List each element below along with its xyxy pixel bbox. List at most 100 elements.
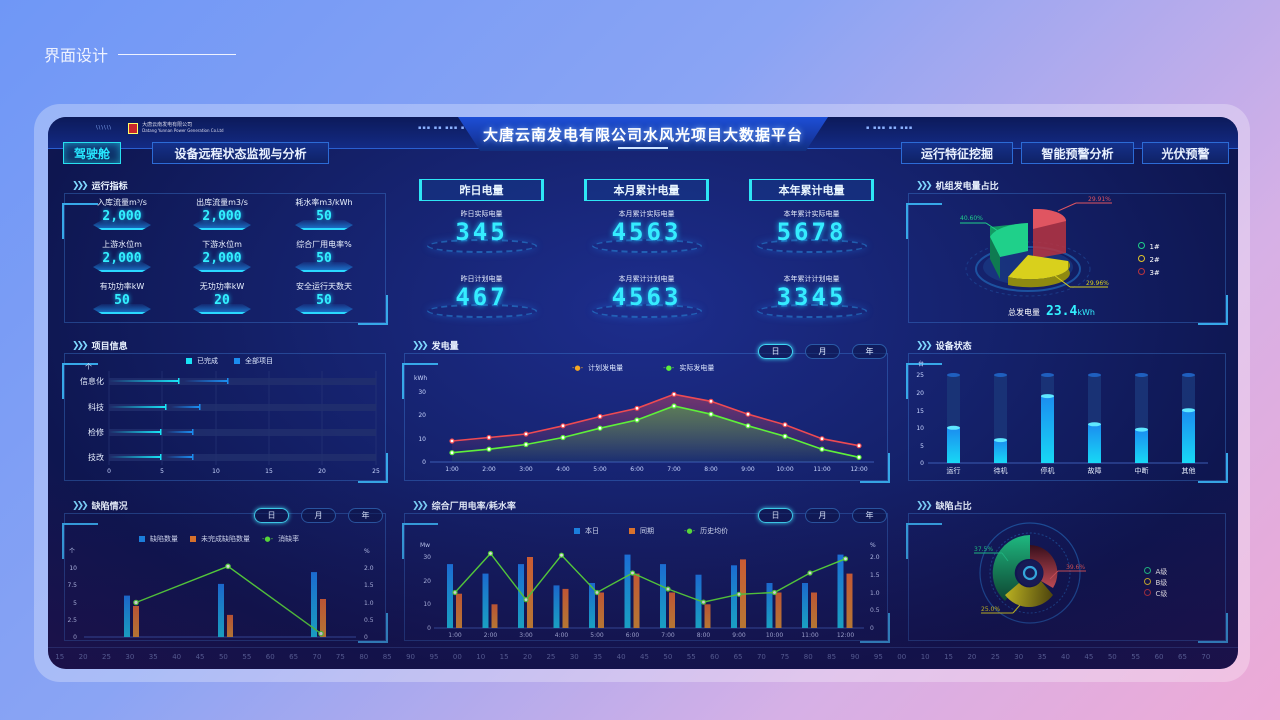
page-label: 界面设计 bbox=[44, 42, 237, 66]
svg-text:1:00: 1:00 bbox=[448, 632, 462, 639]
legend-item-3: 3# bbox=[1138, 267, 1160, 280]
svg-text:1.0: 1.0 bbox=[364, 600, 374, 607]
kpi-label: 本月累计实际电量 bbox=[618, 210, 675, 218]
svg-text:1:00: 1:00 bbox=[445, 466, 459, 473]
corner-decoration bbox=[62, 523, 98, 559]
metric-pedestal bbox=[93, 220, 151, 230]
period-year-button[interactable]: 年 bbox=[348, 508, 383, 523]
nav-smart-warning-button[interactable]: 智能预警分析 bbox=[1021, 142, 1134, 164]
svg-text:12:00: 12:00 bbox=[837, 632, 854, 639]
nav-pv-warning-button[interactable]: 光伏预警 bbox=[1142, 142, 1229, 164]
kpi-month-plan: 本月累计计划电量 4563 bbox=[584, 274, 709, 318]
metric-outflow: 出库流量m3/s 2,000 bbox=[187, 197, 257, 230]
svg-text:检修: 检修 bbox=[88, 427, 104, 437]
svg-text:10:00: 10:00 bbox=[776, 466, 793, 473]
panel-title-text: 缺陷情况 bbox=[91, 502, 128, 512]
defects-panel: ❯❯❯ 缺陷情况 日 月 年 缺陷数量 未完成缺陷数量 -●- 消缺率 个 % 10… bbox=[62, 501, 388, 643]
kpi-yesterday-actual: 昨日实际电量 345 bbox=[419, 209, 544, 253]
svg-text:2.5: 2.5 bbox=[67, 617, 77, 624]
period-year-button[interactable]: 年 bbox=[852, 344, 887, 359]
kpi-year-plan: 本年累计计划电量 3345 bbox=[749, 274, 874, 318]
legend-item-actual: -●- 实际发电量 bbox=[663, 363, 714, 373]
equipment-status-bar-chart: 台 25 20 15 10 5 0 bbox=[916, 360, 1208, 475]
ruler-tick-label: 95 bbox=[873, 653, 883, 661]
metric-label: 综合厂用电率% bbox=[296, 240, 352, 249]
nav-remote-monitoring-label: 设备远程状态监视与分析 bbox=[174, 146, 307, 161]
panel-border bbox=[64, 193, 386, 323]
svg-text:30: 30 bbox=[423, 554, 431, 561]
legend-ring-icon bbox=[1144, 578, 1151, 585]
usage-rate-panel: ❯❯❯ 综合厂用电率/耗水率 日 月 年 本日 同期 -●- 历史均价 Mw % 3… bbox=[402, 501, 890, 643]
svg-text:20: 20 bbox=[423, 578, 431, 585]
ruler-tick-label: 10 bbox=[476, 653, 486, 661]
ruler-tick-label: 40 bbox=[616, 653, 626, 661]
kpi-header-text: 昨日电量 bbox=[459, 184, 504, 197]
nav-cockpit-button[interactable]: 驾驶舱 bbox=[63, 142, 121, 164]
metric-label: 下游水位m bbox=[202, 240, 242, 249]
nav-feature-mining-button[interactable]: 运行特征挖掘 bbox=[901, 142, 1013, 164]
svg-text:台: 台 bbox=[918, 360, 924, 368]
metric-pedestal bbox=[93, 262, 151, 272]
svg-text:7.5: 7.5 bbox=[67, 582, 77, 589]
dashboard-screen: 大唐云南发电有限公司水风光项目大数据平台 \\\\\\ 大唐云南发电有限公司 D… bbox=[48, 117, 1238, 669]
chevrons-icon: ❯❯❯ bbox=[72, 340, 89, 351]
period-day-button[interactable]: 日 bbox=[758, 344, 793, 359]
legend-item-today: 本日 bbox=[574, 526, 599, 536]
legend-ring-icon bbox=[1144, 567, 1151, 574]
usage-legend: 本日 同期 -●- 历史均价 bbox=[574, 526, 728, 536]
svg-text:停机: 停机 bbox=[1041, 466, 1055, 475]
metric-label: 入库流量m³/s bbox=[97, 198, 147, 207]
panel-title: ❯❯❯ 缺陷占比 bbox=[916, 499, 972, 513]
legend-label: 本日 bbox=[585, 527, 599, 535]
ruler-tick-label: 20 bbox=[967, 653, 977, 661]
chevrons-icon: ❯❯❯ bbox=[72, 180, 89, 191]
usage-period-toggle: 日 月 年 bbox=[758, 508, 887, 523]
ruler-tick-label: 85 bbox=[382, 653, 392, 661]
legend-line-icon: -●- bbox=[572, 364, 584, 372]
chevrons-icon: ❯❯❯ bbox=[916, 500, 933, 511]
ruler-tick-label: 15 bbox=[55, 653, 65, 661]
legend-item-elimination-rate: -●- 消缺率 bbox=[262, 534, 299, 544]
svg-text:25: 25 bbox=[916, 372, 924, 379]
legend-ring-icon bbox=[1138, 255, 1145, 262]
svg-text:科技: 科技 bbox=[88, 402, 104, 412]
unit-share-legend: 1# 2# 3# bbox=[1138, 241, 1160, 280]
metric-label: 安全运行天数天 bbox=[296, 282, 352, 291]
legend-square-icon bbox=[190, 536, 196, 542]
legend-item-completed: 已完成 bbox=[186, 356, 218, 366]
legend-square-icon bbox=[629, 528, 635, 534]
panel-border bbox=[64, 513, 386, 641]
ruler-tick-label: 45 bbox=[195, 653, 205, 661]
period-month-button[interactable]: 月 bbox=[301, 508, 336, 523]
period-year-button[interactable]: 年 bbox=[852, 508, 887, 523]
nav-pv-warning-label: 光伏预警 bbox=[1161, 146, 1210, 161]
total-generation-label: 总发电量 bbox=[1008, 308, 1040, 317]
ruler-tick-label: 70 bbox=[756, 653, 766, 661]
ruler-tick-label: 40 bbox=[172, 653, 182, 661]
svg-text:kWh: kWh bbox=[414, 375, 427, 382]
period-month-button[interactable]: 月 bbox=[805, 344, 840, 359]
period-month-button[interactable]: 月 bbox=[805, 508, 840, 523]
corner-decoration bbox=[402, 363, 438, 399]
nav-remote-monitoring-button[interactable]: 设备远程状态监视与分析 bbox=[152, 142, 329, 164]
total-generation-value: 23.4 bbox=[1046, 304, 1078, 319]
svg-text:待机: 待机 bbox=[994, 466, 1008, 475]
kpi-ring bbox=[591, 304, 702, 318]
unit-share-pie-chart: 40.60% 29.91% 29.96% bbox=[960, 196, 1112, 297]
corner-decoration bbox=[402, 523, 438, 559]
ruler-tick-label: 75 bbox=[780, 653, 790, 661]
svg-text:8:00: 8:00 bbox=[697, 632, 711, 639]
page-title: 大唐云南发电有限公司水风光项目大数据平台 bbox=[482, 126, 803, 144]
ruler-tick-label: 50 bbox=[1107, 653, 1117, 661]
legend-label: C级 bbox=[1155, 590, 1168, 598]
project-info-bar-chart: 个 信息化 科技 检修 技改 bbox=[80, 363, 380, 475]
kpi-header-text: 本月累计电量 bbox=[613, 184, 680, 197]
legend-item-planned: -●- 计划发电量 bbox=[572, 363, 623, 373]
panel-title: ❯❯❯ 项目信息 bbox=[72, 339, 128, 353]
period-day-button[interactable]: 日 bbox=[758, 508, 793, 523]
legend-item-defect-count: 缺陷数量 bbox=[139, 534, 178, 544]
kpi-value: 3345 bbox=[776, 283, 847, 311]
period-day-button[interactable]: 日 bbox=[254, 508, 289, 523]
svg-text:15: 15 bbox=[265, 468, 273, 475]
legend-ring-icon bbox=[1138, 242, 1145, 249]
